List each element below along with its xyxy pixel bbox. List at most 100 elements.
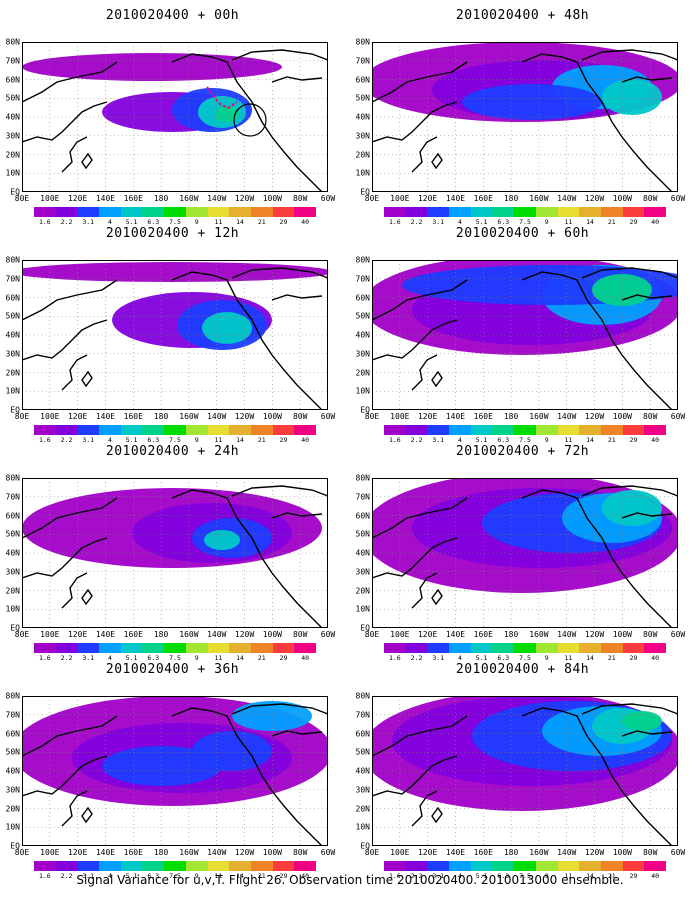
colorbar-swatch: [579, 861, 601, 871]
colorbar-swatch: [77, 861, 100, 871]
lon-tick-label: 120W: [584, 630, 605, 639]
lon-tick-label: 100W: [612, 848, 632, 857]
colorbar-swatch: [427, 643, 450, 653]
colorbar: [384, 425, 666, 435]
lat-tick-label: 70N: [5, 710, 20, 720]
variance-field: [22, 262, 328, 350]
coastline: [171, 271, 323, 410]
colorbar-tick-label: 40: [301, 436, 310, 444]
coastline: [231, 267, 328, 279]
variance-map: [22, 260, 328, 410]
lon-tick-label: 160E: [123, 848, 143, 857]
coastline: [22, 61, 118, 103]
coastline: [61, 136, 88, 173]
lon-tick-label: 120W: [234, 630, 255, 639]
lat-tick-label: 60N: [355, 511, 370, 520]
variance-field: [372, 42, 678, 122]
lon-tick-label: 120E: [417, 630, 438, 639]
lat-tick-label: 70N: [5, 492, 20, 502]
lon-tick-label: 160E: [473, 848, 493, 857]
lon-tick-label: 80W: [642, 630, 658, 639]
colorbar-swatch: [557, 207, 580, 217]
coastline: [171, 53, 323, 192]
colorbar-tick-label: 4: [107, 654, 112, 662]
coastline: [372, 497, 468, 539]
lat-tick-label: 40N: [355, 766, 370, 776]
colorbar-tick-label: 1.6: [388, 436, 401, 444]
map-frame: [22, 696, 328, 846]
colorbar: [384, 861, 666, 871]
colorbar-tick-label: 14: [586, 436, 594, 444]
colorbar-tick-label: 2.2: [60, 436, 73, 444]
colorbar-tick-label: 7.5: [519, 654, 531, 662]
colorbar-swatch: [185, 861, 208, 871]
lon-tick-label: 160E: [473, 630, 493, 639]
colorbar-tick-label: 5.1: [125, 654, 138, 662]
lat-tick-label: 60N: [355, 75, 370, 84]
colorbar-swatch: [34, 425, 56, 435]
colorbar-tick-label: 6.3: [497, 872, 510, 880]
colorbar-swatch: [185, 643, 208, 653]
coastline: [22, 101, 108, 143]
lat-tick-label: 50N: [5, 311, 20, 321]
coastline: [22, 279, 118, 321]
map-frame: [22, 478, 328, 628]
colorbar-tick-label: 29: [279, 872, 288, 880]
latitude-axis: 80N 70N 60N 50N 40N 30N 20N 10N EQ: [350, 256, 370, 415]
colorbar-swatch: [55, 207, 78, 217]
lon-tick-label: 140E: [95, 848, 116, 857]
lat-tick-label: 70N: [355, 710, 370, 720]
colorbar-swatch: [207, 861, 230, 871]
lon-tick-label: 160E: [473, 194, 493, 203]
panel-title: 2010020400 + 24h: [105, 444, 240, 459]
colorbar-swatch: [55, 861, 78, 871]
lat-tick-label: 40N: [355, 112, 370, 122]
coastline: [621, 76, 673, 83]
colorbar-tick-label: 7.5: [169, 218, 181, 226]
lat-tick-label: 60N: [5, 293, 20, 302]
colorbar-swatch: [250, 861, 273, 871]
colorbar-tick-label: 21: [607, 436, 616, 444]
colorbar-tick-label: 2.2: [410, 654, 423, 662]
variance-contour: [22, 53, 282, 81]
colorbar-swatch: [272, 425, 295, 435]
variance-contour: [602, 490, 662, 526]
colorbar-swatch: [384, 425, 406, 435]
coastline: [372, 715, 468, 757]
lon-tick-label: 120E: [67, 412, 88, 421]
colorbar-tick-label: 11: [214, 436, 223, 444]
variance-field: [372, 696, 678, 811]
colorbar-tick-label: 9: [544, 654, 549, 662]
colorbar-swatch: [644, 425, 666, 435]
colorbar-swatch: [492, 425, 515, 435]
colorbar-tick-label: 11: [214, 218, 223, 226]
coastline: [581, 703, 678, 715]
colorbar-tick-label: 9: [194, 436, 199, 444]
lon-tick-label: 160W: [529, 848, 549, 857]
latitude-axis: 80N 70N 60N 50N 40N 30N 20N 10N EQ: [350, 474, 370, 633]
lon-tick-label: 180: [153, 194, 169, 203]
colorbar-tick-label: 3.1: [432, 872, 445, 880]
lat-tick-label: 20N: [5, 804, 20, 813]
colorbar-tick-label: 2.2: [410, 218, 423, 226]
colorbar-swatch: [294, 207, 316, 217]
colorbar-swatch: [142, 207, 165, 217]
variance-contour: [622, 711, 662, 731]
longitude-axis: 80E 100E 120E 140E 160E 180 160W 140W 120W 100W 80…: [365, 848, 685, 858]
lon-tick-label: 60W: [670, 848, 686, 857]
colorbar-tick-label: 11: [214, 654, 223, 662]
colorbar-tick-label: 6.3: [497, 218, 510, 226]
colorbar-tick-label: 2.2: [410, 436, 423, 444]
colorbar-tick-label: 2.2: [60, 654, 73, 662]
lat-tick-label: 20N: [5, 586, 20, 595]
panel-title: 2010020400 + 48h: [455, 8, 590, 23]
coastline: [231, 49, 328, 61]
colorbar-swatch: [34, 861, 56, 871]
coastline: [372, 755, 458, 797]
lon-tick-label: 120W: [234, 194, 255, 203]
lon-tick-label: 80W: [642, 412, 658, 421]
coastline: [521, 489, 673, 628]
longitude-axis: 80E 100E 120E 140E 160E 180 160W 140W 120W 100W 80…: [365, 412, 685, 422]
colorbar-swatch: [229, 643, 251, 653]
variance-map: [22, 478, 328, 628]
